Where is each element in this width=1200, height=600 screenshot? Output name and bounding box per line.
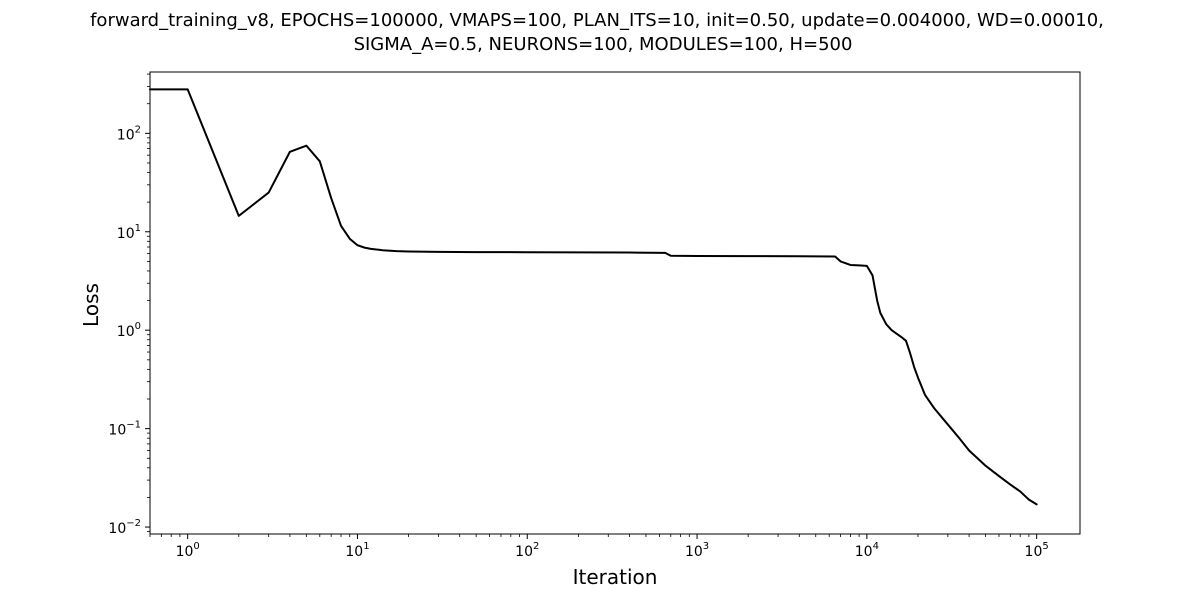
y-tick-exp: 2 [135,124,141,135]
x-tick-label: 100 [176,541,200,560]
y-tick-label: 100 [117,321,141,340]
y-tick-base: 10 [117,226,135,242]
x-tick-base: 10 [1025,544,1043,560]
y-tick-exp: −2 [126,518,141,529]
y-tick-exp: −1 [126,420,141,431]
x-tick-label: 105 [1025,541,1049,560]
y-tick-base: 10 [117,324,135,340]
x-tick-label: 103 [685,541,709,560]
x-axis-ticks: 100 101 102 103 104 105 [149,534,1049,560]
x-tick-exp: 1 [363,541,369,552]
y-tick-base: 10 [117,127,135,143]
x-tick-label: 104 [855,541,879,560]
y-tick-base: 10 [108,423,126,439]
y-tick-label: 101 [117,223,141,242]
x-tick-base: 10 [855,544,873,560]
plot-area [150,72,1080,534]
y-tick-label: 10−2 [108,518,141,537]
x-tick-label: 102 [515,541,539,560]
x-tick-exp: 0 [193,541,199,552]
x-tick-base: 10 [515,544,533,560]
x-tick-exp: 2 [533,541,539,552]
y-tick-base: 10 [108,521,126,537]
y-tick-label: 102 [117,124,141,143]
x-tick-label: 101 [345,541,369,560]
chart-title-line-2: SIGMA_A=0.5, NEURONS=100, MODULES=100, H… [354,34,853,55]
x-axis-label: Iteration [573,565,658,589]
y-tick-label: 10−1 [108,420,141,439]
x-tick-base: 10 [685,544,703,560]
x-tick-base: 10 [176,544,194,560]
x-tick-exp: 3 [703,541,709,552]
plot-frame [149,71,1081,535]
x-tick-base: 10 [345,544,363,560]
loss-series-line [149,88,1038,506]
x-tick-exp: 5 [1042,541,1048,552]
x-tick-exp: 4 [873,541,879,552]
chart-title-line-1: forward_training_v8, EPOCHS=100000, VMAP… [90,10,1104,31]
y-axis-label: Loss [79,283,103,327]
y-tick-exp: 1 [135,223,141,234]
y-tick-exp: 0 [135,321,141,332]
series-group [149,88,1038,506]
